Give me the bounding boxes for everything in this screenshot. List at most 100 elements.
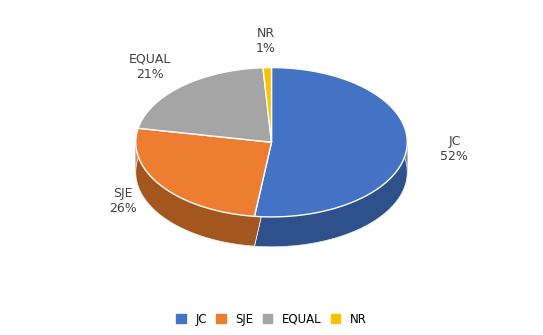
Polygon shape <box>145 170 146 200</box>
Polygon shape <box>169 191 171 222</box>
Polygon shape <box>325 210 329 241</box>
Polygon shape <box>156 182 157 212</box>
Polygon shape <box>273 217 277 247</box>
Polygon shape <box>140 161 141 192</box>
Polygon shape <box>375 189 377 220</box>
Polygon shape <box>399 165 401 197</box>
Polygon shape <box>398 168 399 200</box>
Polygon shape <box>230 213 232 244</box>
Polygon shape <box>218 211 220 241</box>
Polygon shape <box>403 158 404 190</box>
Polygon shape <box>248 216 250 246</box>
Polygon shape <box>160 185 161 215</box>
Polygon shape <box>290 216 295 246</box>
Polygon shape <box>228 213 230 243</box>
Polygon shape <box>390 177 392 208</box>
Polygon shape <box>216 210 218 241</box>
Polygon shape <box>220 211 222 242</box>
Polygon shape <box>377 187 380 219</box>
Polygon shape <box>235 214 237 244</box>
Polygon shape <box>189 202 191 232</box>
Polygon shape <box>157 183 159 213</box>
Polygon shape <box>171 192 172 223</box>
Polygon shape <box>369 193 372 224</box>
Polygon shape <box>208 208 210 239</box>
Polygon shape <box>153 178 154 209</box>
Polygon shape <box>165 189 167 219</box>
Polygon shape <box>141 163 142 195</box>
Polygon shape <box>255 142 272 246</box>
Polygon shape <box>401 163 402 195</box>
Polygon shape <box>167 190 168 220</box>
Legend: JC, SJE, EQUAL, NR: JC, SJE, EQUAL, NR <box>176 313 367 326</box>
Polygon shape <box>250 216 252 246</box>
Polygon shape <box>255 142 272 246</box>
Polygon shape <box>150 176 151 207</box>
Polygon shape <box>333 208 337 239</box>
Polygon shape <box>222 212 224 242</box>
Polygon shape <box>356 199 359 231</box>
Polygon shape <box>196 204 198 235</box>
Polygon shape <box>281 216 286 247</box>
Polygon shape <box>174 194 175 225</box>
Polygon shape <box>259 217 263 247</box>
Text: SJE
26%: SJE 26% <box>109 188 137 215</box>
Polygon shape <box>352 201 356 232</box>
Polygon shape <box>263 217 268 247</box>
Polygon shape <box>329 209 333 240</box>
Polygon shape <box>340 205 344 237</box>
Polygon shape <box>193 203 194 233</box>
Polygon shape <box>396 170 398 202</box>
Polygon shape <box>146 171 147 202</box>
Polygon shape <box>295 215 299 246</box>
Polygon shape <box>187 201 189 231</box>
Polygon shape <box>304 214 308 245</box>
Polygon shape <box>380 185 383 217</box>
Polygon shape <box>386 181 388 213</box>
Polygon shape <box>159 184 160 214</box>
Polygon shape <box>268 217 273 247</box>
Polygon shape <box>142 165 143 196</box>
Polygon shape <box>179 197 180 227</box>
Polygon shape <box>383 183 386 215</box>
Polygon shape <box>255 68 407 217</box>
Polygon shape <box>144 168 145 199</box>
Polygon shape <box>286 216 290 246</box>
Polygon shape <box>147 172 148 203</box>
Polygon shape <box>198 205 200 236</box>
Text: NR
1%: NR 1% <box>256 27 276 56</box>
Polygon shape <box>206 208 208 238</box>
Polygon shape <box>163 188 165 218</box>
Polygon shape <box>312 213 317 243</box>
Polygon shape <box>180 198 182 228</box>
Polygon shape <box>337 206 340 238</box>
Polygon shape <box>214 210 216 240</box>
Polygon shape <box>210 209 212 239</box>
Polygon shape <box>255 216 259 247</box>
Polygon shape <box>154 180 155 210</box>
Polygon shape <box>237 214 239 245</box>
Polygon shape <box>365 194 369 226</box>
Polygon shape <box>202 206 204 237</box>
Polygon shape <box>149 175 150 206</box>
Polygon shape <box>404 155 405 188</box>
Polygon shape <box>317 212 320 243</box>
Text: JC
52%: JC 52% <box>440 135 469 162</box>
Polygon shape <box>148 173 149 204</box>
Polygon shape <box>186 200 187 230</box>
Polygon shape <box>184 199 186 230</box>
Polygon shape <box>182 198 184 229</box>
Polygon shape <box>308 213 312 244</box>
Polygon shape <box>200 206 202 236</box>
Polygon shape <box>405 153 406 185</box>
Polygon shape <box>245 215 248 246</box>
Polygon shape <box>204 207 206 238</box>
Polygon shape <box>277 217 281 247</box>
Polygon shape <box>155 181 156 211</box>
Polygon shape <box>191 202 193 233</box>
Polygon shape <box>143 167 144 198</box>
Polygon shape <box>151 177 153 208</box>
Text: EQUAL
21%: EQUAL 21% <box>129 53 172 81</box>
Polygon shape <box>299 215 304 245</box>
Polygon shape <box>344 204 348 235</box>
